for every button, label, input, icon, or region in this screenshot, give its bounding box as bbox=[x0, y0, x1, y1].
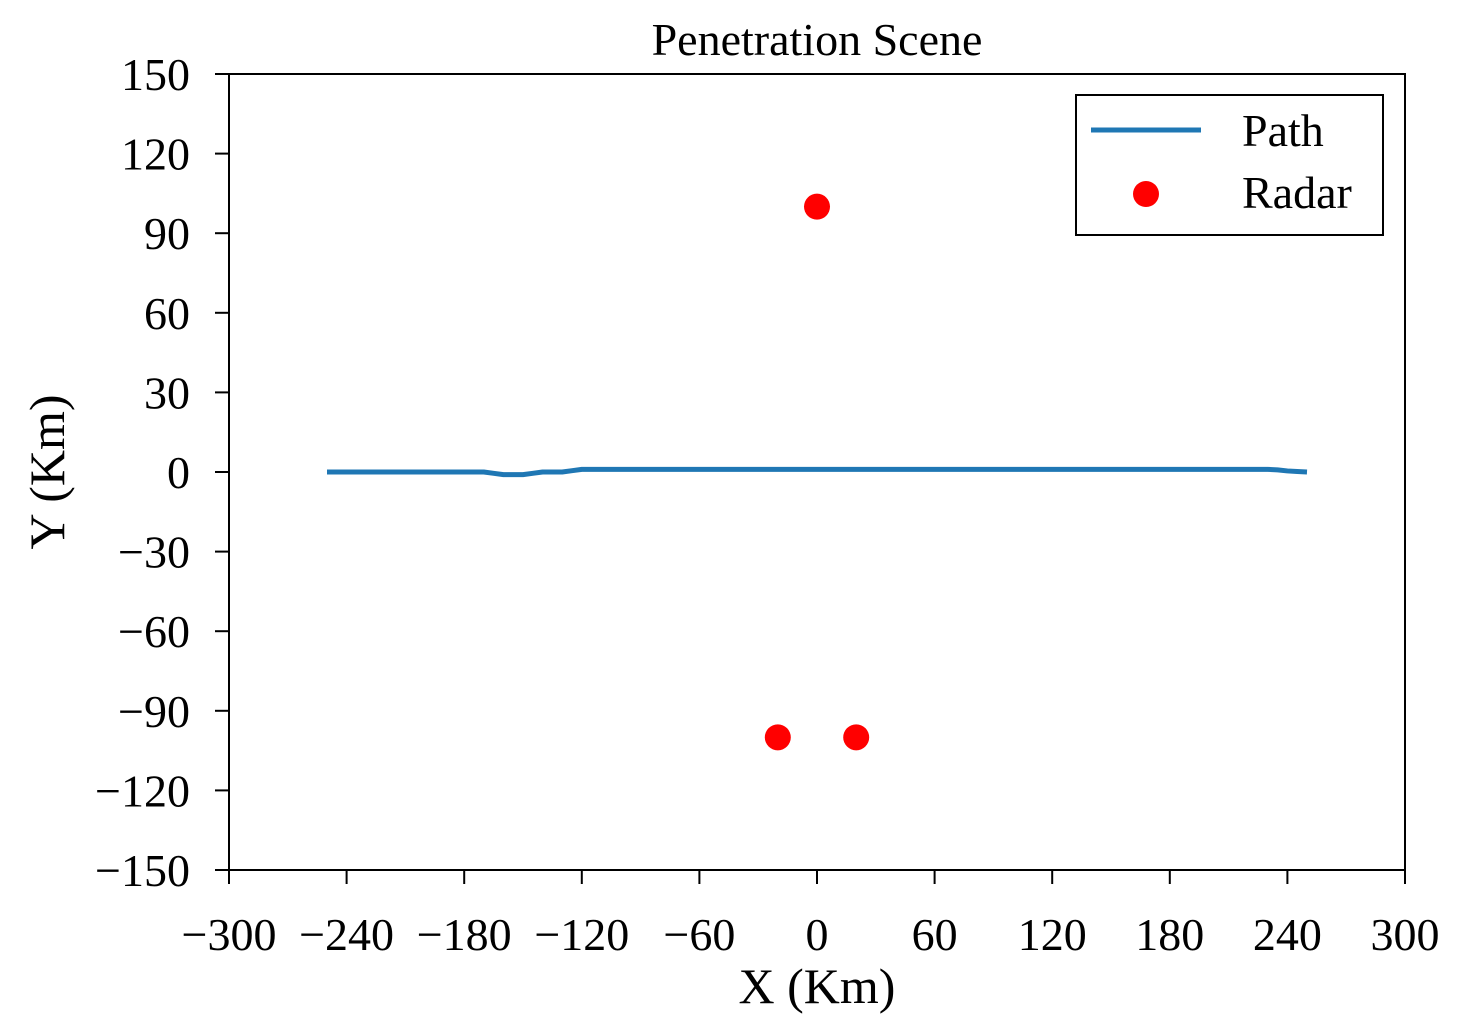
x-tick-label: −300 bbox=[182, 909, 277, 960]
y-tick-label: 150 bbox=[121, 49, 190, 100]
y-axis-label: Y (Km) bbox=[19, 394, 75, 549]
x-tick-label: 0 bbox=[806, 909, 829, 960]
x-tick-label: −60 bbox=[663, 909, 735, 960]
x-tick-label: 240 bbox=[1253, 909, 1322, 960]
radar-point bbox=[843, 724, 870, 751]
y-tick-label: 0 bbox=[167, 447, 190, 498]
series-path-line bbox=[327, 466, 1308, 478]
x-tick-label: 60 bbox=[912, 909, 958, 960]
legend: Path Radar bbox=[1075, 94, 1384, 236]
x-tick-label: 120 bbox=[1018, 909, 1087, 960]
x-tick-label: −120 bbox=[534, 909, 629, 960]
legend-path-label: Path bbox=[1242, 105, 1324, 156]
y-tick-label: −150 bbox=[95, 845, 190, 896]
legend-radar-label: Radar bbox=[1242, 167, 1352, 218]
y-tick-label: 60 bbox=[144, 288, 190, 339]
y-tick-label: 90 bbox=[144, 208, 190, 259]
y-tick-label: 30 bbox=[144, 367, 190, 418]
x-tick-label: −180 bbox=[417, 909, 512, 960]
y-axis-ticks: 150 120 90 60 30 0 −30 −60 −90 −120 −150 bbox=[95, 49, 229, 896]
x-axis-ticks: −300 −240 −180 −120 −60 0 60 120 180 240 300 bbox=[182, 870, 1440, 960]
x-tick-label: 300 bbox=[1371, 909, 1440, 960]
legend-radar-swatch bbox=[1133, 181, 1159, 207]
radar-point bbox=[804, 193, 830, 220]
legend-box bbox=[1075, 94, 1384, 236]
y-tick-label: −90 bbox=[118, 686, 190, 737]
y-tick-label: −60 bbox=[118, 606, 190, 657]
y-tick-label: 120 bbox=[121, 129, 190, 180]
series-layer bbox=[327, 193, 1308, 751]
y-tick-label: −30 bbox=[118, 527, 190, 578]
radar-point bbox=[764, 724, 791, 751]
x-tick-label: 180 bbox=[1135, 909, 1204, 960]
x-tick-label: −240 bbox=[299, 909, 394, 960]
y-tick-label: −120 bbox=[95, 765, 190, 816]
chart-title: Penetration Scene bbox=[652, 14, 983, 65]
x-axis-label: X (Km) bbox=[739, 958, 896, 1014]
